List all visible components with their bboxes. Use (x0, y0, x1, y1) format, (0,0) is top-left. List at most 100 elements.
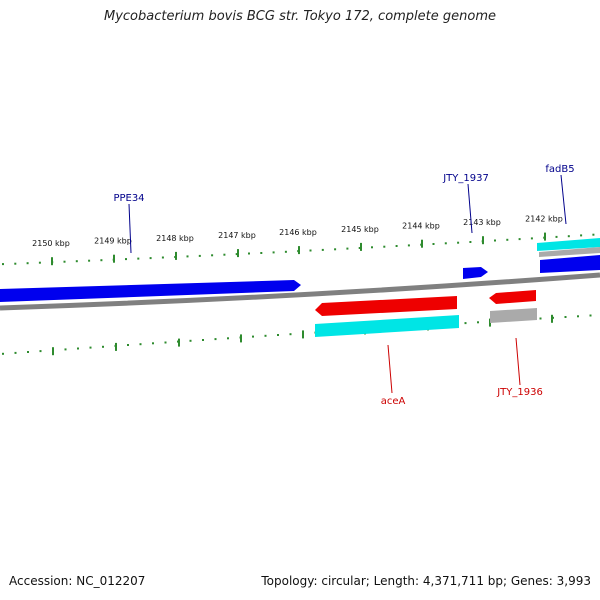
minor-tick (518, 238, 521, 241)
genome-summary-text: Topology: circular; Length: 4,371,711 bp… (261, 574, 591, 588)
minor-tick (432, 243, 435, 245)
pseudo-segment-fadb5[interactable] (539, 247, 600, 257)
minor-tick (589, 314, 592, 317)
ruler-label: 2150 kbp (32, 239, 70, 248)
minor-tick (457, 241, 460, 244)
major-tick (52, 347, 54, 356)
minor-tick (309, 249, 312, 252)
minor-tick (186, 255, 189, 258)
minor-tick (277, 334, 279, 336)
gene-label-fadb5[interactable]: fadB5 (545, 164, 574, 175)
gene-jty1936-arrow[interactable] (489, 290, 536, 304)
minor-tick (2, 352, 4, 355)
minor-tick (137, 257, 140, 260)
major-tick (51, 257, 53, 266)
ruler-label: 2145 kbp (341, 225, 379, 234)
minor-tick (469, 241, 472, 243)
minor-tick (152, 342, 154, 345)
gene-acea-arrow[interactable] (315, 296, 457, 316)
minor-tick (252, 335, 254, 338)
minor-tick (464, 322, 467, 325)
ruler-label: 2149 kbp (94, 237, 132, 246)
minor-tick (38, 261, 41, 264)
major-tick (421, 239, 423, 248)
minor-tick (211, 254, 214, 257)
minor-tick (592, 233, 595, 236)
accession-text: Accession: NC_012207 (9, 574, 146, 588)
minor-tick (39, 350, 42, 353)
major-tick (482, 236, 484, 245)
minor-tick (100, 259, 103, 262)
minor-tick (264, 334, 267, 337)
minor-tick (27, 351, 29, 353)
minor-tick (64, 348, 67, 351)
minor-tick (444, 242, 447, 245)
minor-tick (260, 252, 263, 254)
major-tick (237, 249, 239, 258)
gene-label-jty1937[interactable]: JTY_1937 (442, 173, 489, 184)
gene-label-acea[interactable]: aceA (381, 396, 406, 407)
minor-tick (235, 253, 238, 256)
minor-tick (530, 237, 533, 240)
major-tick (113, 254, 115, 263)
minor-tick (383, 245, 386, 248)
major-tick (298, 246, 300, 255)
label-line-fadb5 (560, 174, 567, 225)
minor-tick (407, 244, 410, 247)
minor-tick (214, 338, 217, 341)
major-tick (178, 338, 180, 347)
minor-tick (89, 346, 92, 349)
minor-tick (75, 260, 78, 263)
minor-tick (321, 248, 324, 251)
label-line-jty1937 (467, 183, 473, 234)
minor-tick (477, 321, 479, 324)
minor-tick (358, 247, 361, 249)
outer-ruler: 2150 kbp 2149 kbp 2148 kbp 2147 kbp 2146 kbp… (2, 215, 595, 266)
minor-tick (102, 345, 104, 348)
minor-tick (164, 341, 167, 344)
label-line-ppe34 (128, 203, 132, 254)
major-tick (115, 342, 117, 351)
gene-jty1937-arrow[interactable] (463, 267, 488, 279)
cds-segment-acea[interactable] (315, 315, 459, 337)
minor-tick (580, 234, 583, 237)
ruler-label: 2143 kbp (463, 218, 501, 227)
genome-backbone (0, 272, 600, 311)
minor-tick (202, 339, 204, 341)
ruler-label: 2148 kbp (156, 234, 194, 243)
minor-tick (564, 316, 567, 318)
minor-tick (334, 248, 337, 251)
gene-label-ppe34[interactable]: PPE34 (113, 193, 144, 204)
minor-tick (14, 351, 17, 354)
minor-tick (189, 339, 192, 342)
minor-tick (88, 259, 91, 262)
minor-tick (555, 235, 558, 238)
ruler-label: 2144 kbp (402, 222, 440, 231)
cds-segment-fadb5[interactable] (537, 238, 600, 251)
gene-ppe34-arrow[interactable] (0, 280, 301, 302)
minor-tick (26, 262, 29, 265)
major-tick (240, 334, 242, 343)
minor-tick (371, 246, 373, 249)
gene-fadb5-arrow[interactable] (540, 255, 600, 273)
minor-tick (14, 262, 17, 265)
major-tick (175, 251, 177, 260)
minor-tick (198, 254, 201, 257)
minor-tick (161, 256, 164, 259)
pseudo-segment-jty1936[interactable] (490, 308, 537, 323)
map-title: Mycobacterium bovis BCG str. Tokyo 172, … (104, 9, 496, 24)
minor-tick (539, 317, 542, 320)
major-tick (551, 314, 553, 323)
minor-tick (289, 333, 292, 336)
ruler-label: 2146 kbp (279, 228, 317, 237)
minor-tick (248, 252, 250, 255)
minor-tick (346, 247, 349, 250)
minor-tick (272, 251, 275, 254)
minor-tick (223, 253, 226, 256)
ruler-label: 2147 kbp (218, 231, 256, 240)
minor-tick (77, 347, 79, 350)
minor-tick (227, 337, 229, 340)
minor-tick (125, 258, 127, 261)
gene-label-jty1936[interactable]: JTY_1936 (496, 387, 543, 398)
minor-tick (63, 260, 66, 263)
